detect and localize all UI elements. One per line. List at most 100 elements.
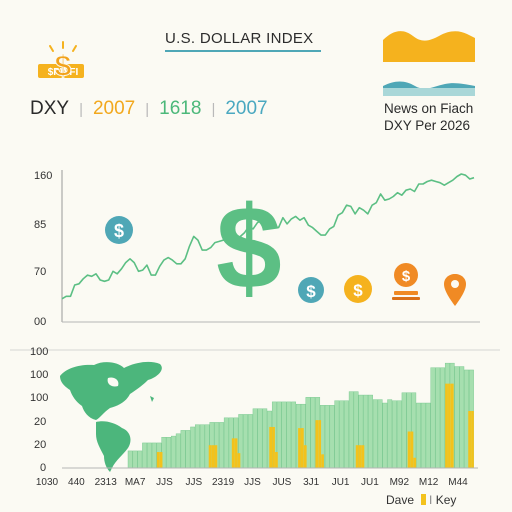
legend-label-key: Key [435, 493, 457, 507]
bar-dave [382, 402, 388, 469]
stat-value-1: 2007 [92, 98, 136, 119]
bar-dave [190, 426, 196, 469]
bar-dave [372, 399, 378, 469]
y-tick-label: 70 [34, 266, 46, 278]
x-tick-label: JJS [244, 477, 261, 488]
bar-key [315, 420, 319, 468]
bar-dave [199, 424, 205, 469]
x-tick-label: JUS [272, 477, 291, 488]
bar-dave [339, 400, 345, 469]
svg-text:$: $ [114, 221, 124, 241]
y-tick-label: 85 [34, 219, 46, 231]
bar-dave [329, 405, 335, 469]
bar-dave [425, 402, 431, 469]
bar-key [358, 445, 362, 468]
stat-value-3: 2007 [225, 98, 268, 119]
bar-key [237, 453, 241, 468]
bar-key [301, 428, 304, 468]
news-headline[interactable]: News on Fiach DXY Per 2026 [384, 100, 473, 134]
bar-dave [166, 437, 172, 469]
bar-key [272, 426, 275, 468]
bar-dave [430, 367, 436, 469]
legend-label-dave: Dave [386, 493, 415, 507]
dollar-coin-icon: $ [344, 275, 372, 303]
ticker-label: DXY [30, 98, 70, 119]
dxy-series-line [61, 173, 475, 300]
x-tick-label: JU1 [361, 477, 379, 488]
bar-key [269, 426, 273, 468]
chart-legend: Dave I Key [386, 493, 457, 507]
bar-dave [286, 401, 292, 469]
bar-dave [252, 408, 258, 469]
large-dollar-sign-icon: $ [216, 182, 282, 314]
bar-dave [454, 366, 460, 469]
bar-dave [171, 435, 176, 469]
bar-key [410, 431, 414, 468]
bar-dave [291, 401, 297, 469]
bar-dave [247, 414, 253, 469]
bar-dave [223, 417, 229, 469]
x-tick-label: 440 [68, 477, 85, 488]
money-bag-icon: $ [392, 263, 420, 300]
bar-dave [401, 392, 407, 469]
page-title: U.S. DOLLAR INDEX [165, 30, 314, 47]
bar-key [468, 411, 471, 468]
bar-key [318, 420, 322, 468]
bar-dave [132, 450, 138, 469]
x-tick-label: MA7 [125, 477, 146, 488]
x-tick-label: 3J1 [303, 477, 320, 488]
bar-key [234, 438, 238, 468]
bar-dave [127, 450, 133, 469]
bar-dave [142, 442, 148, 469]
dollar-coin-icon: $ [105, 216, 133, 244]
svg-text:$: $ [216, 182, 282, 314]
y-tick-label: 20 [34, 439, 46, 451]
svg-text:$: $ [353, 281, 363, 300]
bar-dave [396, 400, 402, 469]
bar-dave [334, 400, 340, 469]
bar-dave [348, 391, 354, 469]
y-tick-label: 100 [30, 392, 48, 404]
bar-dave [219, 422, 224, 469]
y-tick-label: 100 [30, 346, 48, 358]
bar-dave [420, 402, 426, 469]
bar-dave [147, 442, 152, 469]
bar-dave [377, 399, 383, 469]
bar-dave [464, 369, 470, 469]
y-tick-label: 160 [34, 170, 52, 182]
bar-key [361, 445, 365, 468]
stat-value-2: 1618 [159, 98, 202, 119]
legend-swatch-key [421, 494, 427, 505]
bar-dave [387, 399, 393, 469]
bar-dave [310, 397, 316, 469]
svg-text:$: $ [55, 50, 72, 83]
bar-dave [180, 430, 186, 469]
bar-chart: 100 100 100 20 20 0 1030 440 2313 MA7 JJS JJS… [10, 346, 500, 488]
dollar-coin-icon: $ [298, 277, 324, 303]
bar-dave [243, 414, 248, 469]
dollar-sign-badge-icon: $PWFI $ [38, 41, 84, 84]
bar-key [355, 445, 359, 468]
bar-key [448, 383, 451, 468]
bar-dave [459, 366, 465, 469]
x-tick-label: 1030 [36, 477, 59, 488]
bar-dave [435, 367, 441, 469]
bar-dave [324, 405, 330, 469]
bar-key [156, 452, 160, 468]
x-tick-label: M92 [390, 477, 410, 488]
x-tick-label: 2313 [95, 477, 118, 488]
location-pin-icon [444, 274, 466, 306]
x-tick-label: 2319 [212, 477, 235, 488]
bar-dave [368, 394, 373, 469]
bar-dave [204, 424, 210, 469]
news-line-1: News on Fiach [384, 101, 474, 116]
ticker-row: DXY | 2007 | 1618 | 2007 [30, 98, 268, 119]
line-chart: 160 85 70 00 $ $ $ $ $ [34, 170, 480, 328]
x-tick-labels: 1030 440 2313 MA7 JJS JJS 2319 JJS JUS 3J1 JU1 JU1 M… [36, 477, 468, 488]
bar-dave [392, 400, 397, 469]
svg-text:$: $ [306, 282, 316, 301]
bar-dave [175, 433, 181, 469]
bar-dave [262, 408, 268, 469]
bar-dave [195, 424, 200, 469]
x-tick-label: M12 [419, 477, 439, 488]
